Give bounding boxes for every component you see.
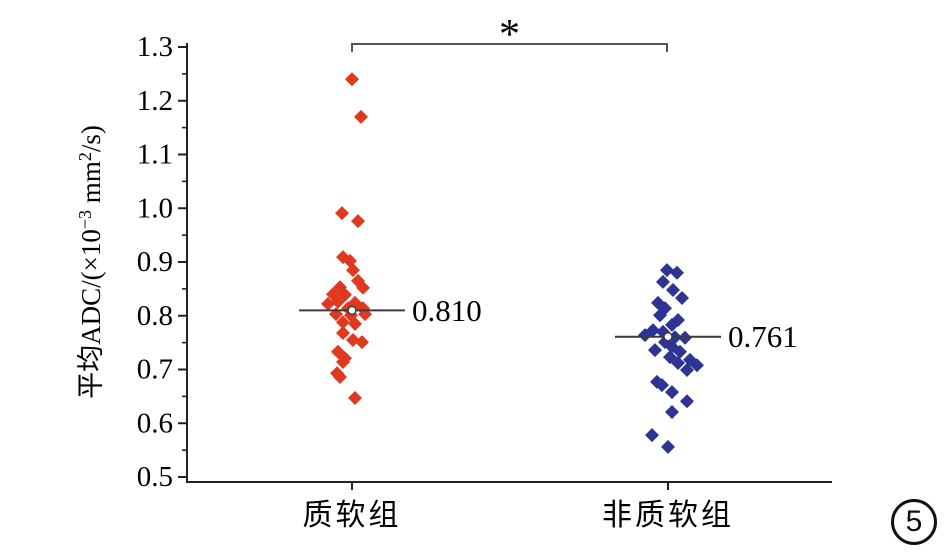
data-point-diamond [336, 315, 350, 330]
data-point-diamond [333, 370, 347, 385]
data-point-diamond [680, 363, 694, 378]
data-point-diamond [354, 109, 368, 124]
data-point-diamond [660, 263, 674, 278]
data-point-diamond [656, 274, 670, 289]
data-point-diamond [346, 263, 360, 278]
data-point-diamond [348, 316, 362, 331]
data-point-diamond [671, 356, 685, 371]
figure-number-badge: 5 [891, 499, 937, 545]
x-tick-label-group-1: 质软组 [303, 499, 402, 532]
data-point-diamond [675, 291, 689, 306]
x-tick-label-group-2: 非质软组 [602, 499, 734, 532]
y-tick-label: 0.5 [137, 461, 173, 493]
y-tick-label: 1.3 [137, 31, 173, 63]
data-point-diamond [665, 317, 679, 332]
data-point-diamond [665, 385, 679, 400]
data-point-diamond [673, 344, 687, 359]
data-point-diamond [355, 335, 369, 350]
y-tick-label: 0.9 [137, 246, 173, 278]
data-point-diamond [645, 428, 659, 443]
y-tick-label: 1.0 [137, 192, 173, 224]
data-point-diamond [336, 325, 350, 340]
data-point-diamond [665, 404, 679, 419]
y-tick-label: 0.6 [137, 407, 173, 439]
data-point-diamond [335, 206, 349, 221]
mean-value-label: 0.810 [412, 293, 482, 328]
y-tick-label: 0.8 [137, 300, 173, 332]
significance-asterisk: * [499, 12, 520, 58]
data-point-diamond [351, 214, 365, 229]
data-point-diamond [670, 265, 684, 280]
data-point-diamond [345, 72, 359, 87]
data-point-diamond [680, 394, 694, 409]
mean-marker [347, 305, 357, 316]
data-point-diamond [678, 330, 692, 345]
mean-marker [663, 331, 673, 342]
data-point-diamond [655, 378, 669, 393]
data-point-diamond [648, 343, 662, 358]
data-point-diamond [356, 280, 370, 295]
mean-value-label: 0.761 [728, 319, 798, 354]
data-point-diamond [653, 308, 667, 323]
data-point-diamond [666, 282, 680, 297]
y-axis-title: 平均ADC/(×10−3​ mm2​/s) [75, 125, 106, 399]
y-tick-label: 0.7 [137, 354, 173, 386]
data-point-diamond [638, 328, 652, 343]
significance-bracket [351, 43, 668, 52]
y-tick-label: 1.2 [137, 85, 173, 117]
data-point-diamond [661, 439, 675, 454]
data-point-diamond [321, 296, 335, 311]
data-point-diamond [336, 354, 350, 369]
figure-number-text: 5 [905, 505, 923, 538]
data-point-diamond [690, 358, 704, 373]
y-tick-label: 1.1 [137, 139, 173, 171]
data-point-diamond [331, 294, 345, 309]
data-point-diamond [348, 390, 362, 405]
